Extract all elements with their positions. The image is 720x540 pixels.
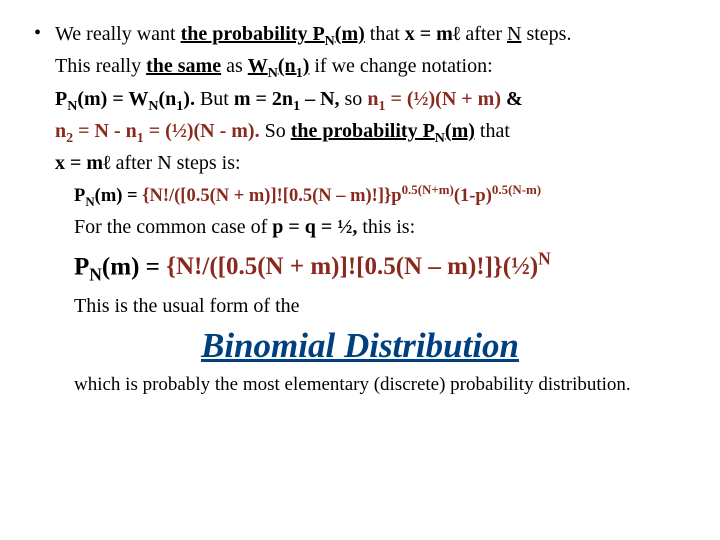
t: So: [260, 120, 291, 142]
bullet-marker: •: [34, 20, 41, 46]
t: so: [340, 88, 368, 110]
formula-pn: PN(m) = {N!/([0.5(N + m)]![0.5(N – m)!]}…: [74, 182, 690, 210]
line-common-case: For the common case of p = q = ½, this i…: [74, 216, 690, 239]
t: the probability: [291, 120, 418, 142]
bullet-body: We really want the probability PN(m) tha…: [55, 20, 690, 178]
line-usual-form: This is the usual form of the: [74, 295, 690, 318]
t: that: [475, 120, 510, 142]
t: the probability PN(m): [181, 23, 365, 45]
t: the same: [146, 55, 221, 77]
t: WN(n1): [248, 55, 310, 77]
t: steps.: [521, 23, 571, 45]
t: after: [460, 23, 507, 45]
slide-content: • We really want the probability PN(m) t…: [0, 0, 720, 416]
t: x = mℓ: [405, 23, 461, 45]
t: This really: [55, 55, 146, 77]
t: m = 2n1 – N,: [234, 88, 340, 110]
formula-big: PN(m) = {N!/([0.5(N + m)]![0.5(N – m)!]}…: [74, 249, 690, 285]
t: PN(m): [418, 120, 475, 142]
t: if we change notation:: [309, 55, 492, 77]
t: as: [221, 55, 248, 77]
t: &: [501, 88, 523, 110]
binomial-heading: Binomial Distribution: [201, 326, 519, 365]
t: But: [195, 88, 234, 110]
t: PN(m) = WN(n1).: [55, 88, 195, 110]
t: We really want: [55, 23, 181, 45]
t: after N steps is:: [111, 152, 241, 174]
t: x = mℓ: [55, 152, 111, 174]
t: that: [365, 23, 405, 45]
closing-line: which is probably the most elementary (d…: [74, 374, 690, 396]
bullet-item: • We really want the probability PN(m) t…: [30, 20, 690, 178]
t: n2 = N - n1 = (½)(N - m).: [55, 120, 260, 142]
t: n1 = (½)(N + m): [367, 88, 501, 110]
t: N: [507, 23, 521, 45]
heading-line: Binomial Distribution: [30, 326, 690, 366]
